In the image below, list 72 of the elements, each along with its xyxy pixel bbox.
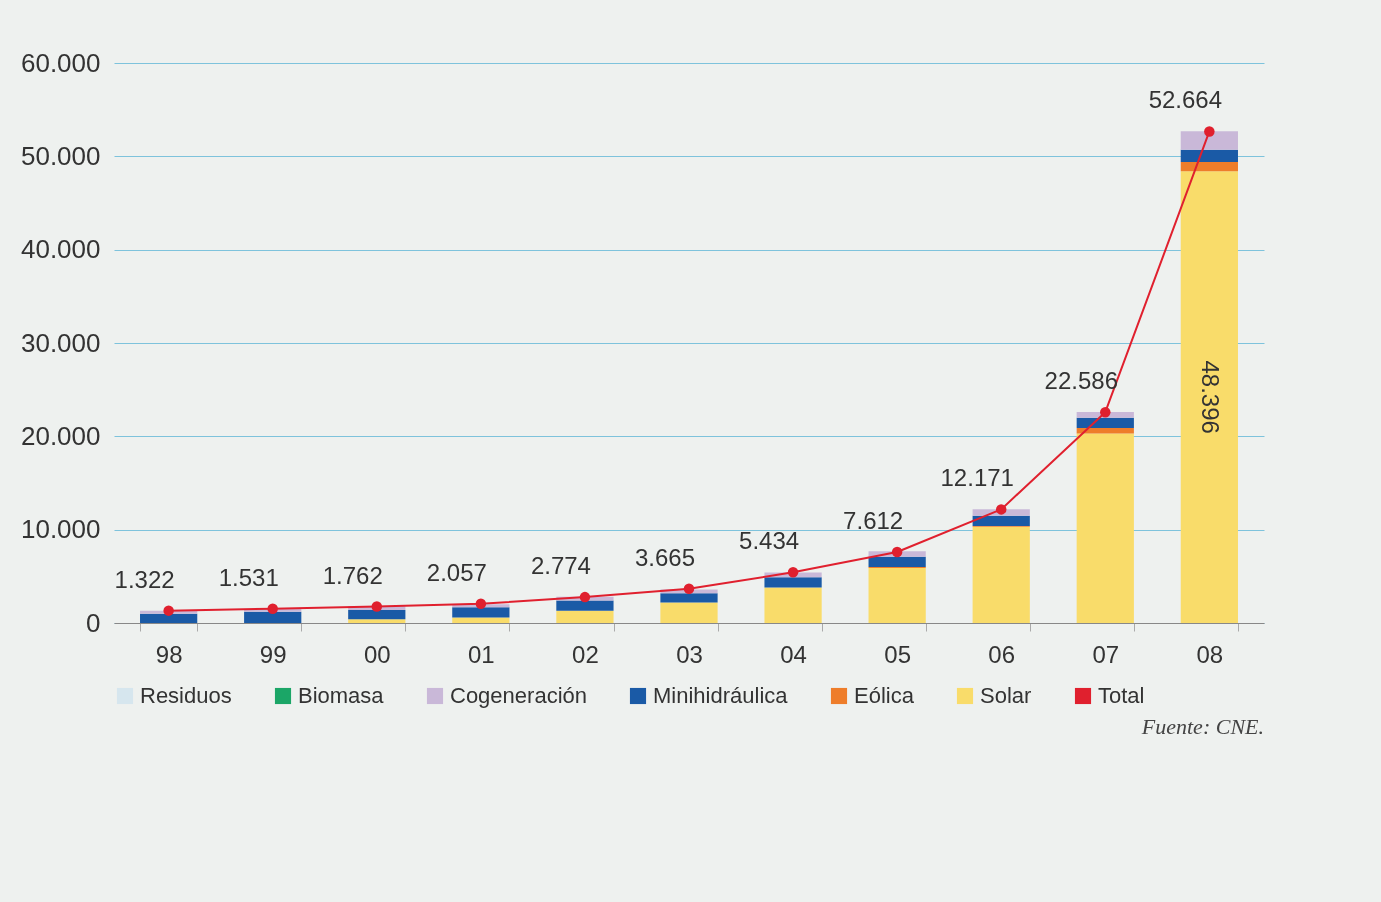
x-tick-label: 06	[988, 640, 1016, 668]
bar	[348, 619, 406, 623]
data-label: 2.774	[530, 552, 591, 580]
y-tick-label: 10.000	[20, 514, 101, 545]
bar	[868, 556, 926, 567]
point	[371, 601, 383, 612]
point	[163, 605, 174, 616]
point	[787, 567, 799, 578]
y-tick-label: 30.000	[20, 327, 101, 358]
bar	[1180, 161, 1238, 172]
x-tick-label: 02	[572, 640, 599, 668]
bar	[452, 617, 510, 623]
bar	[1076, 427, 1134, 434]
bar	[868, 567, 926, 623]
bar	[244, 611, 302, 623]
x-tick-label: 01	[468, 640, 495, 668]
bar	[556, 600, 614, 611]
point	[579, 591, 591, 603]
data-label: 7.612	[843, 506, 904, 534]
bar	[764, 577, 822, 588]
data-label: 1.322	[114, 565, 175, 593]
y-tick-label: 50.000	[20, 140, 101, 171]
x-tick-label: 98	[155, 640, 183, 668]
bar	[1076, 417, 1134, 428]
bar	[972, 515, 1030, 526]
bar	[660, 593, 718, 603]
x-tick-label: 07	[1092, 640, 1120, 668]
data-label: 1.531	[218, 563, 279, 591]
source-note: Fuente: CNE.	[1140, 714, 1264, 739]
x-tick-label: 00	[363, 640, 391, 668]
bar	[1180, 131, 1238, 150]
bar	[556, 610, 614, 623]
x-tick-label: 05	[884, 640, 911, 668]
x-tick-label: 99	[259, 640, 287, 668]
bar	[1076, 433, 1134, 623]
y-tick-label: 20.000	[20, 420, 101, 451]
x-tick-label: 04	[780, 640, 807, 668]
legend-label: Solar	[980, 683, 1032, 708]
legend-label: Residuos	[140, 683, 232, 708]
y-tick-label: 40.000	[20, 234, 101, 265]
data-label: 1.762	[322, 561, 383, 589]
point	[267, 603, 278, 614]
y-tick-label: 60.000	[20, 47, 101, 78]
point	[891, 546, 903, 558]
x-tick-label: 08	[1196, 640, 1224, 668]
data-label: 3.665	[634, 543, 696, 571]
bar	[452, 607, 510, 618]
data-label: 52.664	[1148, 86, 1223, 114]
legend-label: Total	[1098, 683, 1145, 708]
point	[995, 504, 1007, 515]
bar	[1180, 171, 1238, 623]
data-label: 48.396	[1197, 360, 1225, 434]
point	[475, 598, 487, 610]
data-label: 5.434	[739, 527, 800, 555]
data-label: 22.586	[1044, 367, 1118, 395]
legend-label: Biomasa	[298, 683, 385, 708]
bar	[1180, 149, 1238, 162]
bar	[660, 602, 718, 623]
data-label: 12.171	[940, 464, 1014, 492]
legend-label: Eólica	[854, 683, 915, 708]
x-tick-label: 03	[676, 640, 703, 668]
bar	[764, 587, 822, 623]
y-tick-label: 0	[86, 607, 101, 638]
bar	[140, 613, 198, 623]
point	[1204, 126, 1215, 137]
bar	[348, 609, 406, 620]
legend-label: Minihidráulica	[653, 683, 789, 708]
point	[1100, 406, 1111, 418]
bar	[972, 526, 1030, 623]
point	[683, 583, 695, 595]
legend-label: Cogeneración	[450, 683, 587, 708]
data-label: 2.057	[426, 558, 487, 586]
